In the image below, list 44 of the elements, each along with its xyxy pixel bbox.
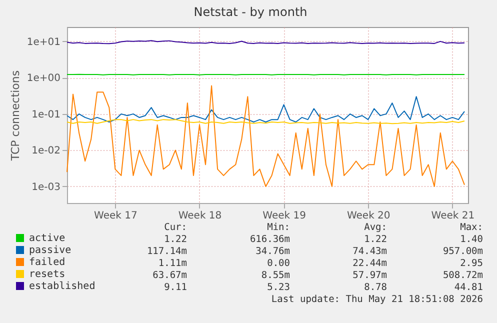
legend-label: resets [29, 269, 66, 280]
y-tick-label: 1e-02 [32, 146, 60, 157]
text: 616.36m [250, 234, 290, 246]
line-series [66, 85, 465, 187]
text: 74.43m [352, 246, 387, 258]
y-tick-label: 1e+00 [26, 73, 60, 84]
text: 22.44m [352, 258, 387, 270]
text: 8.55m [261, 270, 290, 282]
text: Last update: Thu May 21 18:51:08 2026 [271, 294, 483, 306]
y-tick-label: 1e+01 [26, 36, 60, 48]
text: 34.76m [256, 246, 290, 258]
text: 1.11m [158, 258, 187, 270]
text: Max: [460, 222, 483, 234]
text: 8.78 [364, 282, 387, 294]
y-tick-label: 1e-01 [32, 109, 60, 120]
y-tick-label: 1e-03 [32, 182, 60, 193]
x-tick-label: Week 17 [94, 210, 138, 222]
text: 5.23 [267, 282, 290, 294]
text: 1.40 [460, 234, 483, 246]
text: 44.81 [454, 282, 483, 294]
text: 0.00 [267, 258, 290, 270]
x-tick-label: Week 20 [346, 210, 390, 222]
text: 957.00m [442, 246, 483, 258]
text: 2.95 [460, 258, 483, 270]
x-tick-label: Week 18 [178, 210, 222, 222]
text: Cur: [164, 222, 187, 234]
chart-title: Netstat - by month [194, 5, 308, 19]
line-series [66, 96, 465, 122]
x-tick-label: Week 21 [431, 210, 475, 222]
text: 508.72m [442, 270, 483, 282]
x-tick-label: Week 19 [262, 210, 306, 222]
legend-label: active [29, 233, 66, 244]
text: 63.67m [152, 270, 187, 282]
y-axis-title: TCP connections [8, 70, 22, 162]
text: Avg: [364, 222, 387, 234]
text: Min: [267, 222, 290, 234]
text: 117.14m [146, 246, 187, 258]
text: 1.22 [364, 234, 387, 246]
legend-label: failed [29, 257, 66, 268]
text: 9.11 [164, 282, 187, 294]
text: 57.97m [352, 270, 387, 282]
legend-label: passive [29, 245, 72, 256]
text: 1.22 [164, 234, 187, 246]
legend-label: established [29, 281, 96, 292]
